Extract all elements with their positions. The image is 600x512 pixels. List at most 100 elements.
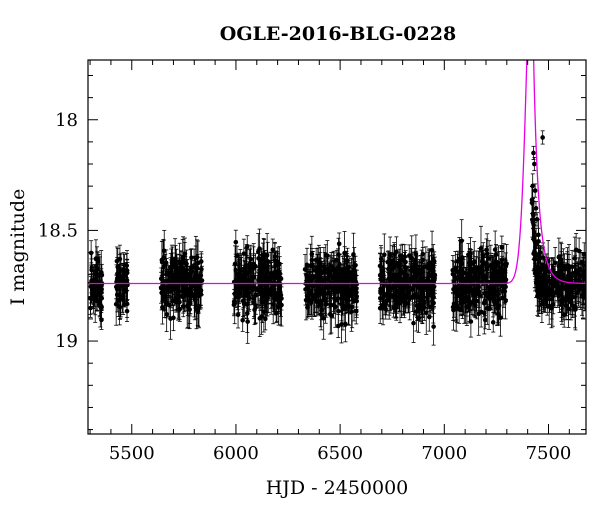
data-point bbox=[414, 293, 420, 319]
data-point bbox=[308, 290, 314, 316]
data-point bbox=[311, 275, 316, 316]
data-point bbox=[394, 260, 400, 302]
data-point bbox=[554, 270, 560, 297]
data-point bbox=[253, 274, 259, 315]
data-point bbox=[533, 268, 539, 298]
data-point bbox=[235, 301, 241, 329]
data-point bbox=[495, 269, 501, 291]
data-point bbox=[561, 301, 567, 328]
data-point bbox=[540, 130, 545, 145]
data-point bbox=[484, 281, 490, 310]
data-point bbox=[351, 232, 356, 277]
x-tick-label: 6000 bbox=[213, 443, 259, 464]
x-axis-label: HJD - 2450000 bbox=[266, 477, 409, 499]
data-point bbox=[336, 232, 342, 256]
data-point bbox=[234, 245, 240, 266]
data-point bbox=[93, 239, 99, 278]
data-point bbox=[274, 277, 280, 323]
data-point bbox=[97, 276, 103, 307]
data-point bbox=[471, 250, 476, 290]
data-point bbox=[480, 250, 486, 274]
data-point bbox=[240, 284, 246, 318]
data-point bbox=[501, 273, 507, 308]
x-tick-label: 7500 bbox=[526, 443, 572, 464]
data-point bbox=[244, 247, 249, 287]
data-point bbox=[159, 241, 165, 279]
x-tick-label: 6500 bbox=[317, 443, 363, 464]
data-point bbox=[572, 267, 578, 303]
data-point bbox=[175, 260, 181, 284]
data-point bbox=[180, 295, 186, 318]
data-point bbox=[248, 253, 254, 283]
data-point bbox=[168, 297, 173, 340]
data-point bbox=[313, 248, 319, 272]
data-point bbox=[331, 254, 337, 298]
data-point bbox=[162, 285, 168, 311]
data-point bbox=[276, 287, 281, 326]
data-point bbox=[534, 212, 540, 227]
data-point bbox=[124, 300, 130, 322]
data-point bbox=[430, 271, 436, 300]
data-point bbox=[458, 276, 464, 312]
data-point bbox=[89, 258, 94, 304]
data-point bbox=[382, 293, 388, 316]
data-point bbox=[451, 271, 456, 307]
data-point bbox=[181, 260, 186, 292]
data-point bbox=[387, 236, 393, 274]
data-point bbox=[352, 261, 358, 296]
data-point bbox=[322, 252, 327, 288]
data-point bbox=[256, 269, 261, 291]
data-point bbox=[261, 291, 267, 333]
y-tick-label: 19 bbox=[55, 331, 78, 352]
data-point bbox=[349, 257, 354, 301]
plot-frame bbox=[87, 59, 587, 435]
chart-title: OGLE-2016-BLG-0228 bbox=[220, 23, 456, 45]
x-tick-label: 5500 bbox=[109, 443, 155, 464]
data-point bbox=[92, 285, 97, 307]
data-point bbox=[331, 250, 336, 289]
data-point bbox=[463, 278, 468, 324]
data-point bbox=[393, 297, 399, 318]
axis-ticks: 5500 6000 6500 7000 7500 18 18.5 19 bbox=[38, 60, 586, 464]
data-point bbox=[88, 298, 93, 318]
data-point bbox=[305, 271, 310, 305]
data-point bbox=[577, 267, 583, 295]
data-point bbox=[233, 229, 239, 255]
data-point bbox=[481, 291, 487, 335]
data-point bbox=[346, 281, 351, 302]
data-point bbox=[537, 245, 543, 260]
data-point bbox=[476, 270, 481, 304]
y-tick-label: 18 bbox=[55, 110, 78, 131]
data-point bbox=[191, 248, 197, 283]
data-point bbox=[341, 260, 347, 284]
data-point bbox=[307, 268, 312, 295]
data-point bbox=[274, 251, 280, 272]
data-point bbox=[490, 312, 496, 333]
data-point bbox=[536, 227, 541, 242]
data-point bbox=[550, 282, 556, 327]
data-point bbox=[170, 270, 176, 303]
data-point bbox=[402, 252, 407, 272]
data-point bbox=[116, 284, 121, 317]
data-point bbox=[377, 252, 383, 280]
data-point bbox=[546, 260, 551, 301]
data-point bbox=[381, 259, 386, 296]
data-point bbox=[580, 265, 586, 290]
data-point bbox=[321, 296, 326, 340]
data-point bbox=[238, 257, 244, 298]
data-point bbox=[406, 244, 412, 267]
data-point bbox=[488, 265, 494, 311]
data-point bbox=[402, 268, 408, 292]
data-point bbox=[315, 259, 321, 297]
data-point bbox=[334, 260, 340, 303]
data-point bbox=[302, 254, 308, 285]
model-curve bbox=[88, 60, 586, 285]
data-points-layer bbox=[88, 130, 586, 346]
y-axis-label: I magnitude bbox=[7, 189, 29, 306]
data-point bbox=[530, 173, 536, 199]
data-point bbox=[403, 294, 408, 314]
data-point bbox=[431, 285, 436, 309]
data-point bbox=[309, 248, 315, 273]
data-point bbox=[391, 246, 397, 290]
